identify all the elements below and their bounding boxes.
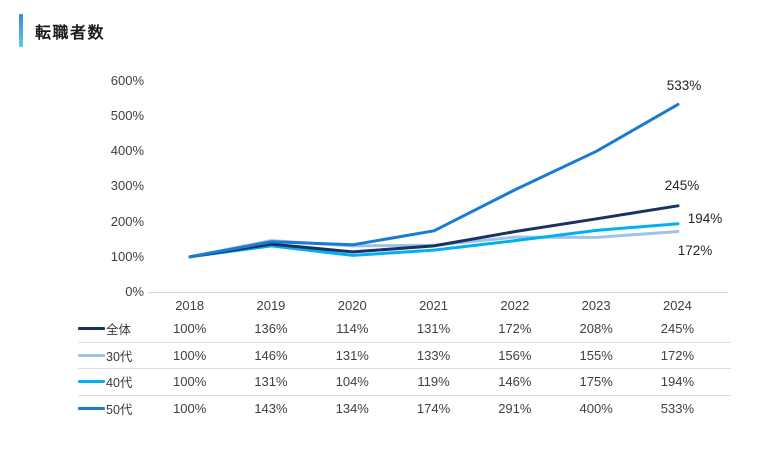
table-cell: 172% (660, 347, 695, 363)
table-cell: 400% (579, 401, 613, 417)
table-cell: 155% (579, 347, 613, 363)
table-cell: 100% (173, 347, 207, 363)
table-cell: 134% (335, 401, 369, 417)
data-point-label: 194% (687, 211, 723, 226)
line-chart (188, 102, 680, 259)
row-label: 30代 (106, 349, 133, 364)
table-cell: 131% (335, 347, 369, 363)
legend-cell: 50代 (78, 399, 149, 418)
title-block: 転職者数 (19, 14, 105, 47)
row-label: 50代 (106, 403, 133, 418)
y-axis-tick-label: 100% (110, 248, 144, 264)
y-axis-tick-label: 0% (125, 284, 144, 299)
legend-cell: 全体 (78, 319, 149, 338)
table-cell: 119% (417, 374, 450, 390)
table-cell: 156% (498, 347, 532, 363)
table-cell: 100% (173, 401, 207, 417)
x-axis-line (148, 292, 728, 293)
row-label: 全体 (106, 323, 132, 338)
year-header-cell: 2024 (662, 298, 692, 313)
year-header-row: 2018 2019 2020 2021 2022 2023 2024 (78, 295, 731, 316)
table-cell: 104% (335, 374, 369, 390)
table-cell: 146% (254, 347, 288, 363)
data-point-label: 172% (677, 243, 713, 258)
table-cell: 133% (416, 347, 451, 363)
table-cell: 131% (254, 374, 288, 390)
legend-swatch (78, 327, 105, 331)
table-cell: 172% (498, 321, 532, 337)
table-row: 30代 100% 146% 131% 133% 156% 155% 172% (78, 343, 731, 369)
data-table: 2018 2019 2020 2021 2022 2023 2024 全体 100% 136% 11… (78, 295, 731, 422)
y-axis-tick-label: 500% (110, 108, 144, 123)
legend-swatch (78, 380, 105, 384)
table-cell: 533% (660, 401, 695, 417)
year-header-cell: 2020 (337, 298, 367, 313)
series-line-3 (188, 222, 680, 259)
table-cell: 100% (173, 321, 207, 337)
table-cell: 291% (498, 401, 532, 417)
y-axis-tick-label: 200% (110, 213, 144, 229)
series-line-4 (188, 102, 680, 259)
legend-swatch (78, 407, 105, 411)
year-header-cell: 2019 (256, 298, 286, 313)
legend-swatch (78, 353, 105, 357)
y-axis-tick-label: 400% (110, 143, 144, 159)
table-row: 50代 100% 143% 134% 174% 291% 400% 533% (78, 396, 731, 423)
row-label: 40代 (106, 376, 133, 391)
table-cell: 175% (579, 374, 613, 390)
table-cell: 146% (498, 374, 532, 390)
table-cell: 100% (173, 374, 207, 390)
y-axis-tick-label: 300% (110, 178, 144, 194)
series-line-1 (188, 204, 680, 259)
legend-cell: 30代 (78, 346, 149, 365)
table-cell: 143% (254, 401, 288, 417)
table-cell: 245% (660, 321, 695, 337)
table-cell: 208% (579, 321, 613, 337)
year-header-cell: 2023 (581, 298, 611, 313)
table-row: 40代 100% 131% 104% 119% 146% 175% 194% (78, 369, 731, 396)
year-header-cell: 2018 (175, 298, 205, 313)
table-cell: 131% (416, 321, 451, 337)
page-title: 転職者数 (35, 24, 106, 42)
data-point-label: 533% (666, 78, 702, 93)
legend-cell: 40代 (78, 372, 149, 391)
data-point-label: 245% (664, 178, 700, 193)
table-cell: 194% (660, 374, 695, 390)
y-axis-tick-label: 600% (110, 72, 144, 88)
table-cell: 136% (254, 321, 288, 337)
table-row: 全体 100% 136% 114% 131% 172% 208% 245% (78, 316, 731, 343)
title-accent-bar (19, 14, 23, 47)
year-header-cell: 2021 (419, 298, 448, 313)
table-cell: 114% (336, 321, 369, 337)
year-header-cell: 2022 (500, 298, 530, 313)
table-cell: 174% (416, 401, 451, 417)
